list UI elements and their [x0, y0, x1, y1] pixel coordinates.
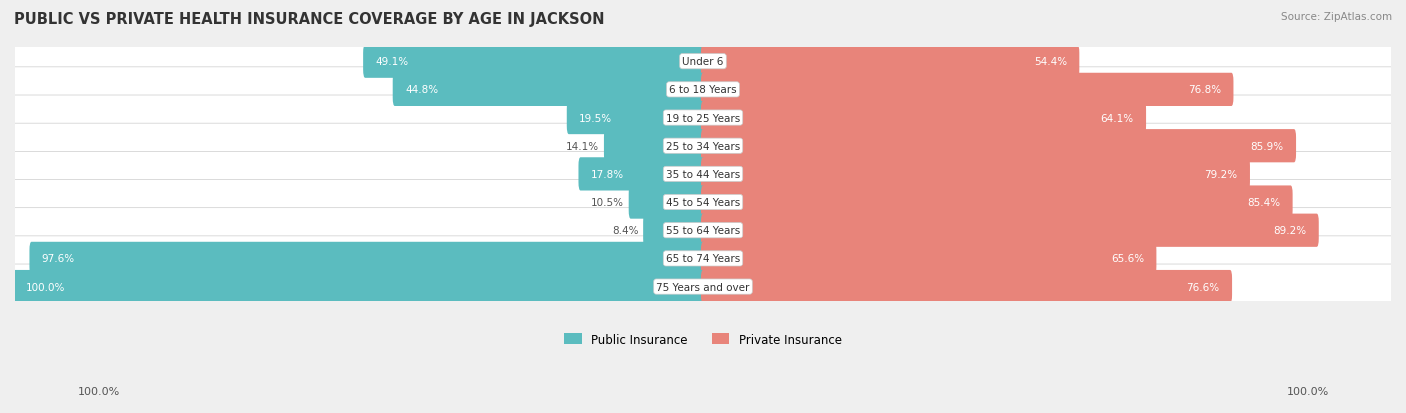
Text: 85.9%: 85.9% — [1250, 141, 1284, 151]
Text: 100.0%: 100.0% — [1286, 387, 1329, 396]
Text: Under 6: Under 6 — [682, 57, 724, 67]
FancyBboxPatch shape — [13, 68, 1393, 113]
Text: 54.4%: 54.4% — [1033, 57, 1067, 67]
Text: 6 to 18 Years: 6 to 18 Years — [669, 85, 737, 95]
FancyBboxPatch shape — [578, 158, 704, 191]
FancyBboxPatch shape — [13, 270, 704, 304]
FancyBboxPatch shape — [702, 45, 1080, 78]
FancyBboxPatch shape — [363, 45, 704, 78]
FancyBboxPatch shape — [13, 208, 1393, 253]
Text: 76.6%: 76.6% — [1187, 282, 1219, 292]
FancyBboxPatch shape — [628, 186, 704, 219]
FancyBboxPatch shape — [702, 158, 1250, 191]
Text: 19 to 25 Years: 19 to 25 Years — [666, 113, 740, 123]
FancyBboxPatch shape — [392, 74, 704, 107]
Legend: Public Insurance, Private Insurance: Public Insurance, Private Insurance — [560, 328, 846, 351]
FancyBboxPatch shape — [702, 130, 1296, 163]
Text: PUBLIC VS PRIVATE HEALTH INSURANCE COVERAGE BY AGE IN JACKSON: PUBLIC VS PRIVATE HEALTH INSURANCE COVER… — [14, 12, 605, 27]
FancyBboxPatch shape — [13, 96, 1393, 141]
Text: 45 to 54 Years: 45 to 54 Years — [666, 197, 740, 208]
Text: 79.2%: 79.2% — [1205, 169, 1237, 180]
FancyBboxPatch shape — [702, 270, 1232, 304]
Text: 75 Years and over: 75 Years and over — [657, 282, 749, 292]
Text: 44.8%: 44.8% — [405, 85, 439, 95]
Text: 49.1%: 49.1% — [375, 57, 409, 67]
FancyBboxPatch shape — [13, 124, 1393, 169]
Text: 10.5%: 10.5% — [591, 197, 624, 208]
Text: 8.4%: 8.4% — [612, 225, 638, 236]
Text: 100.0%: 100.0% — [25, 282, 65, 292]
Text: 65 to 74 Years: 65 to 74 Years — [666, 254, 740, 264]
FancyBboxPatch shape — [13, 152, 1393, 197]
FancyBboxPatch shape — [605, 130, 704, 163]
Text: 65.6%: 65.6% — [1111, 254, 1144, 264]
FancyBboxPatch shape — [13, 40, 1393, 85]
Text: 85.4%: 85.4% — [1247, 197, 1281, 208]
Text: 35 to 44 Years: 35 to 44 Years — [666, 169, 740, 180]
Text: 97.6%: 97.6% — [42, 254, 75, 264]
FancyBboxPatch shape — [702, 214, 1319, 247]
Text: 89.2%: 89.2% — [1274, 225, 1306, 236]
Text: 17.8%: 17.8% — [591, 169, 624, 180]
FancyBboxPatch shape — [702, 74, 1233, 107]
Text: 64.1%: 64.1% — [1101, 113, 1133, 123]
Text: 55 to 64 Years: 55 to 64 Years — [666, 225, 740, 236]
FancyBboxPatch shape — [13, 236, 1393, 281]
Text: Source: ZipAtlas.com: Source: ZipAtlas.com — [1281, 12, 1392, 22]
FancyBboxPatch shape — [702, 242, 1156, 275]
FancyBboxPatch shape — [702, 102, 1146, 135]
FancyBboxPatch shape — [567, 102, 704, 135]
FancyBboxPatch shape — [13, 264, 1393, 309]
Text: 76.8%: 76.8% — [1188, 85, 1220, 95]
FancyBboxPatch shape — [702, 186, 1292, 219]
FancyBboxPatch shape — [13, 180, 1393, 225]
Text: 19.5%: 19.5% — [579, 113, 612, 123]
Text: 100.0%: 100.0% — [77, 387, 120, 396]
Text: 25 to 34 Years: 25 to 34 Years — [666, 141, 740, 151]
FancyBboxPatch shape — [30, 242, 704, 275]
FancyBboxPatch shape — [643, 214, 704, 247]
Text: 14.1%: 14.1% — [567, 141, 599, 151]
